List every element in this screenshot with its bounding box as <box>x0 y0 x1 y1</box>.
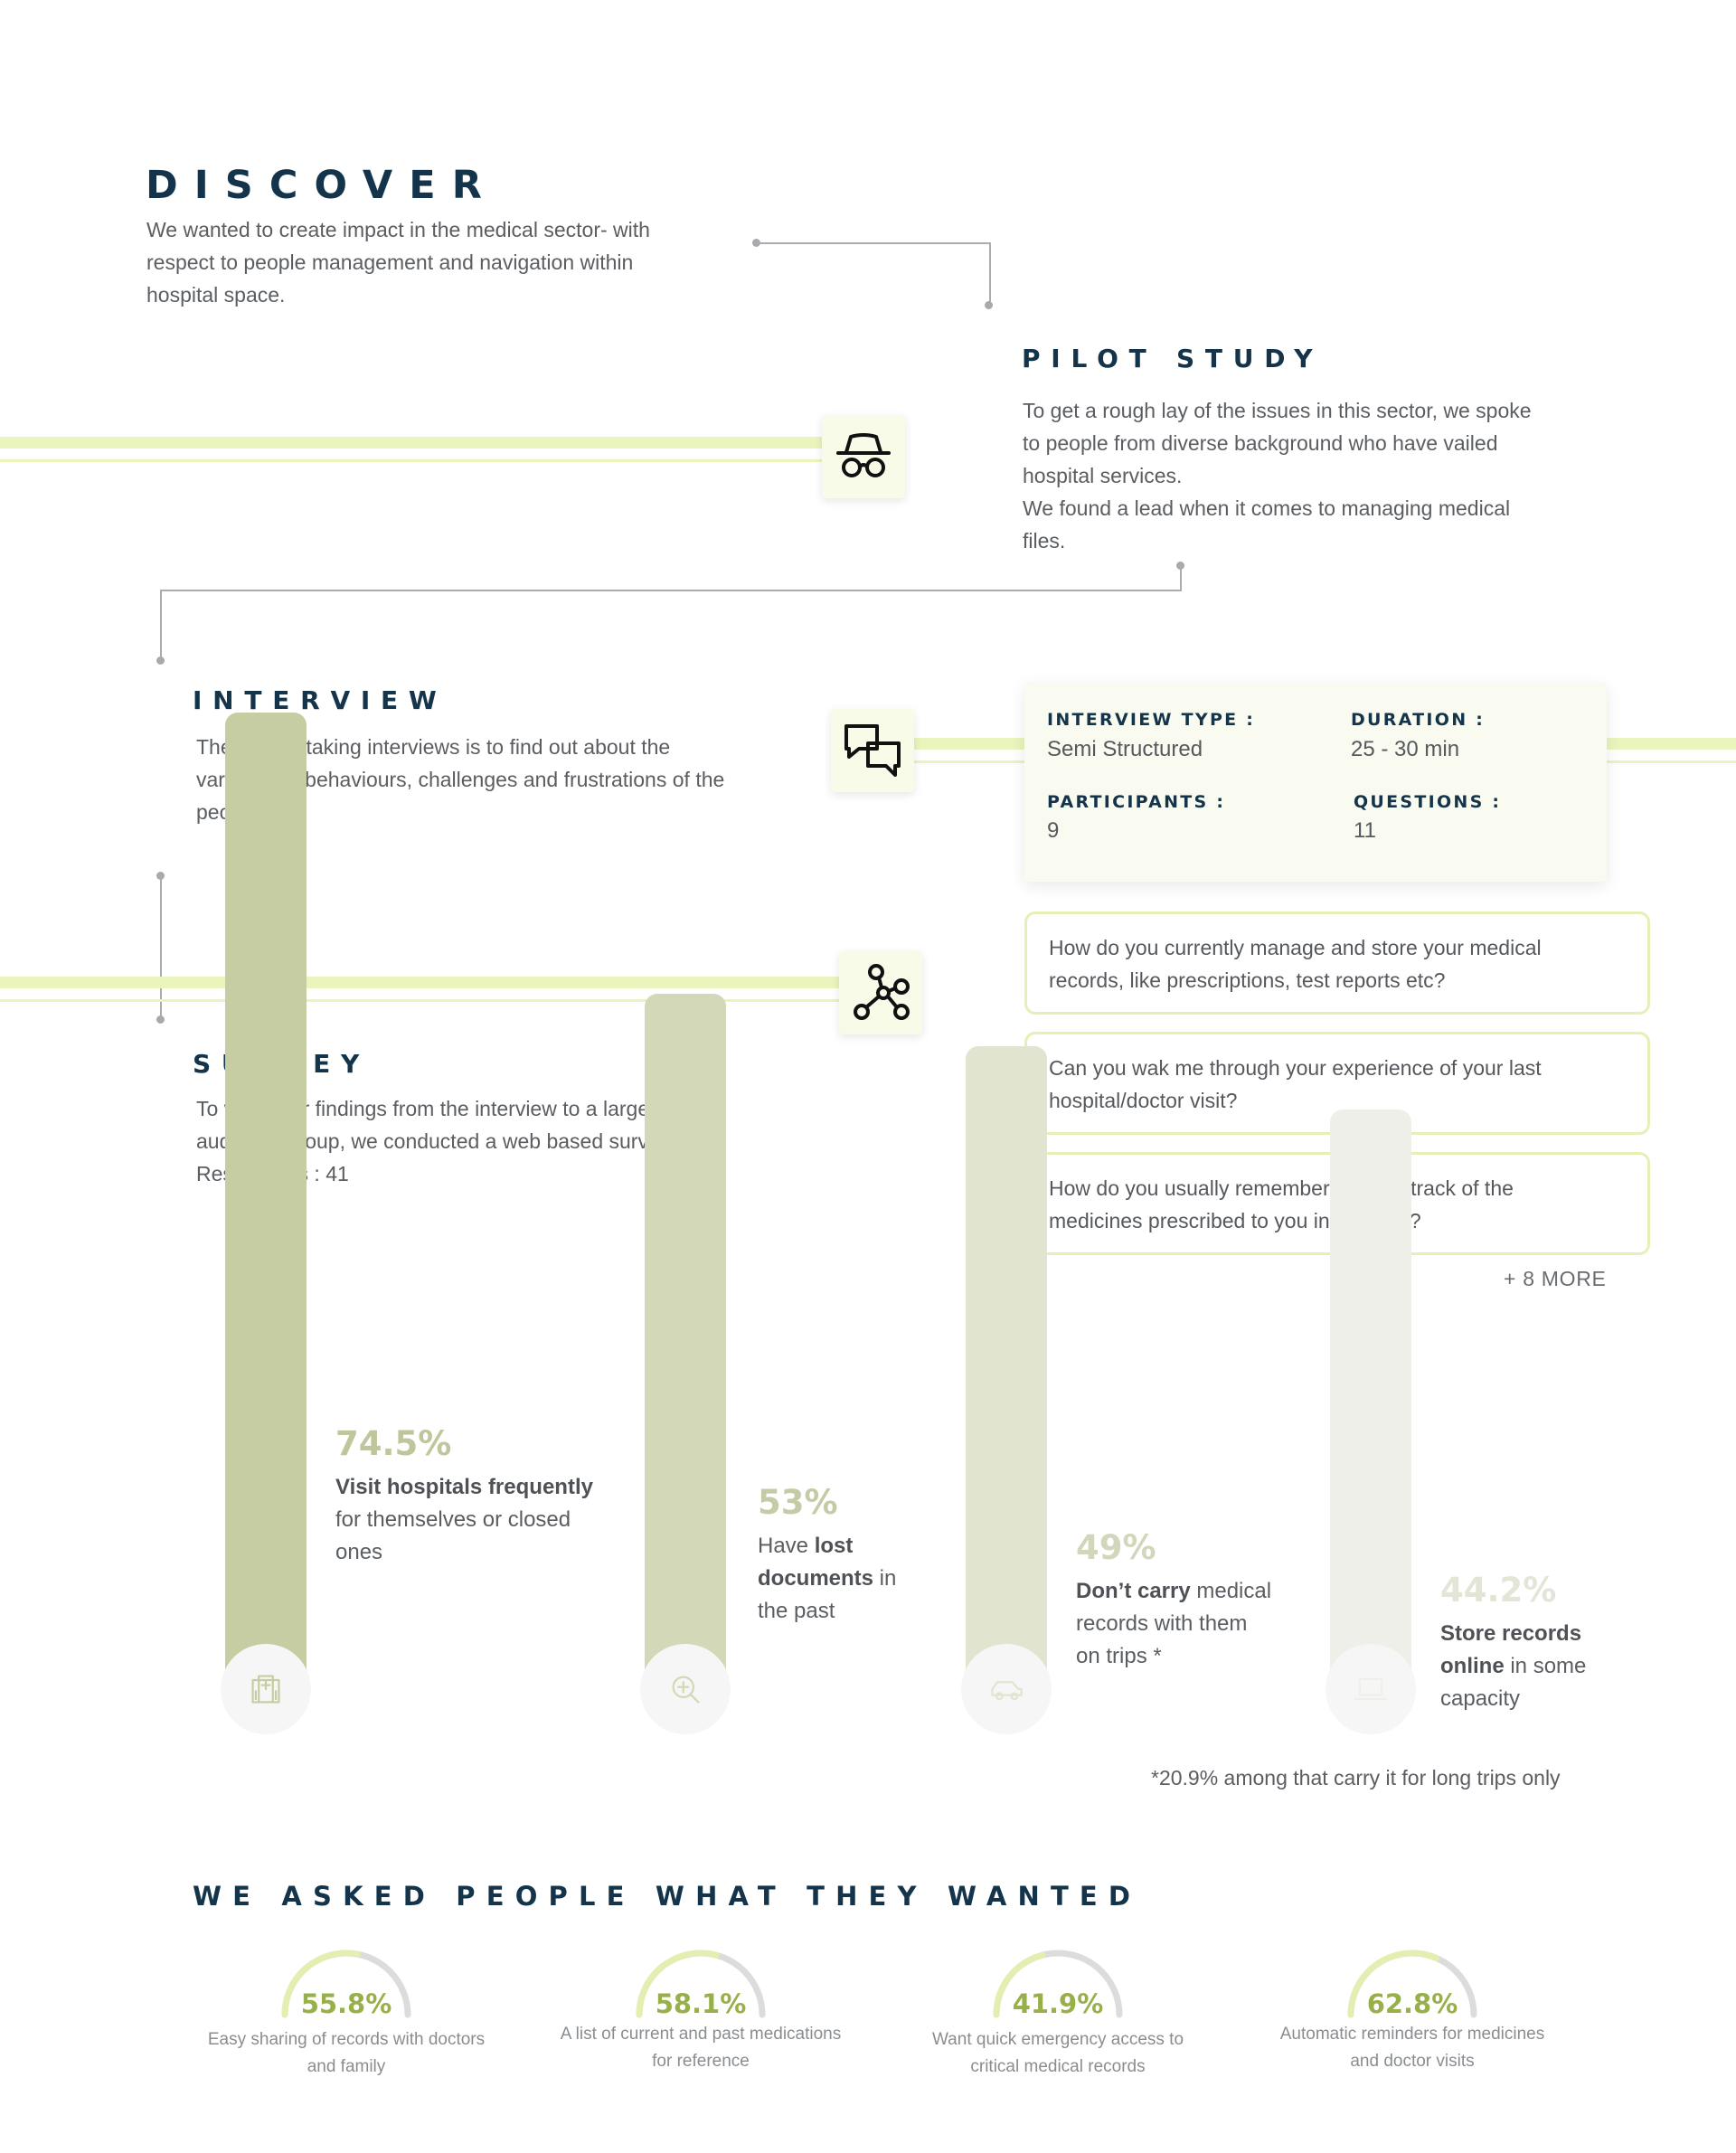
more-questions-link[interactable]: + 8 MORE <box>1504 1267 1607 1290</box>
stat-description: Store records online in some capacity <box>1440 1621 1587 1711</box>
car-icon <box>961 1644 1052 1734</box>
connector-dot <box>985 301 993 309</box>
connector-line <box>160 565 1182 591</box>
stat-percentage: 49% <box>1076 1528 1156 1567</box>
hospital-icon <box>221 1644 311 1734</box>
wants-title: WE ASKED PEOPLE WHAT THEY WANTED <box>193 1881 1142 1912</box>
stat-bar <box>1330 1110 1411 1689</box>
timeline-band <box>0 437 823 462</box>
zoom-in-icon <box>640 1644 731 1734</box>
interview-type-label: INTERVIEW TYPE : <box>1047 710 1256 730</box>
duration-label: DURATION : <box>1351 710 1486 730</box>
gauge-fill <box>636 1950 720 2018</box>
pilot-study-description: To get a rough lay of the issues in this… <box>1023 399 1532 552</box>
interview-type-value: Semi Structured <box>1047 737 1203 761</box>
want-gauge <box>610 1942 791 2024</box>
want-label: Automatic reminders for medicines and doc… <box>1279 2025 1545 2071</box>
connector-line <box>160 875 162 1020</box>
gauge-fill <box>1347 1950 1440 2018</box>
network-nodes-icon <box>839 951 922 1034</box>
stat-percentage: 53% <box>758 1483 838 1522</box>
question-card: How do you currently manage and store yo… <box>1024 911 1650 1015</box>
stat-percentage: 74.5% <box>335 1424 452 1463</box>
stat-bar <box>645 994 726 1689</box>
questions-value: 11 <box>1354 818 1376 843</box>
want-label: Easy sharing of records with doctors and … <box>207 2030 486 2076</box>
survey-footnote: *20.9% among that carry it for long trip… <box>1151 1766 1561 1789</box>
want-gauge <box>256 1942 437 2024</box>
connector-dot <box>156 656 165 665</box>
pilot-study-title: PILOT STUDY <box>1022 344 1324 373</box>
stat-bar <box>966 1046 1047 1689</box>
gauge-fill <box>281 1950 361 2018</box>
connector-line <box>756 242 991 307</box>
want-label: Want quick emergency access to critical m… <box>931 2030 1184 2076</box>
chat-bubbles-icon <box>831 709 914 792</box>
stat-description: Have lost documents in the past <box>758 1534 897 1623</box>
want-label: A list of current and past medications fo… <box>560 2025 842 2071</box>
interview-details-card: INTERVIEW TYPE : Semi Structured DURATIO… <box>1024 683 1607 882</box>
want-gauge <box>967 1942 1148 2024</box>
want-gauge <box>1322 1942 1503 2024</box>
want-percentage: 58.1% <box>655 1988 747 2019</box>
stat-percentage: 44.2% <box>1440 1571 1557 1610</box>
stat-bar <box>225 713 307 1689</box>
interview-title: INTERVIEW <box>193 685 448 715</box>
duration-value: 25 - 30 min <box>1351 737 1460 761</box>
questions-label: QUESTIONS : <box>1354 792 1502 812</box>
want-percentage: 41.9% <box>1012 1988 1104 2019</box>
discover-description: We wanted to create impact in the medica… <box>146 218 650 307</box>
laptop-icon <box>1326 1644 1416 1734</box>
want-percentage: 62.8% <box>1366 1988 1458 2019</box>
stat-description: Visit hospitals frequently for themselves… <box>335 1475 593 1564</box>
connector-line <box>160 590 162 658</box>
incognito-icon <box>822 415 905 498</box>
participants-value: 9 <box>1047 818 1060 843</box>
timeline-band <box>0 977 841 1002</box>
stat-description: Don’t carry medical records with them on t… <box>1076 1579 1272 1668</box>
connector-dot <box>156 1015 165 1024</box>
want-percentage: 55.8% <box>300 1988 392 2019</box>
discover-title: DISCOVER <box>146 163 498 208</box>
participants-label: PARTICIPANTS : <box>1047 792 1226 812</box>
gauge-fill <box>993 1951 1046 2018</box>
